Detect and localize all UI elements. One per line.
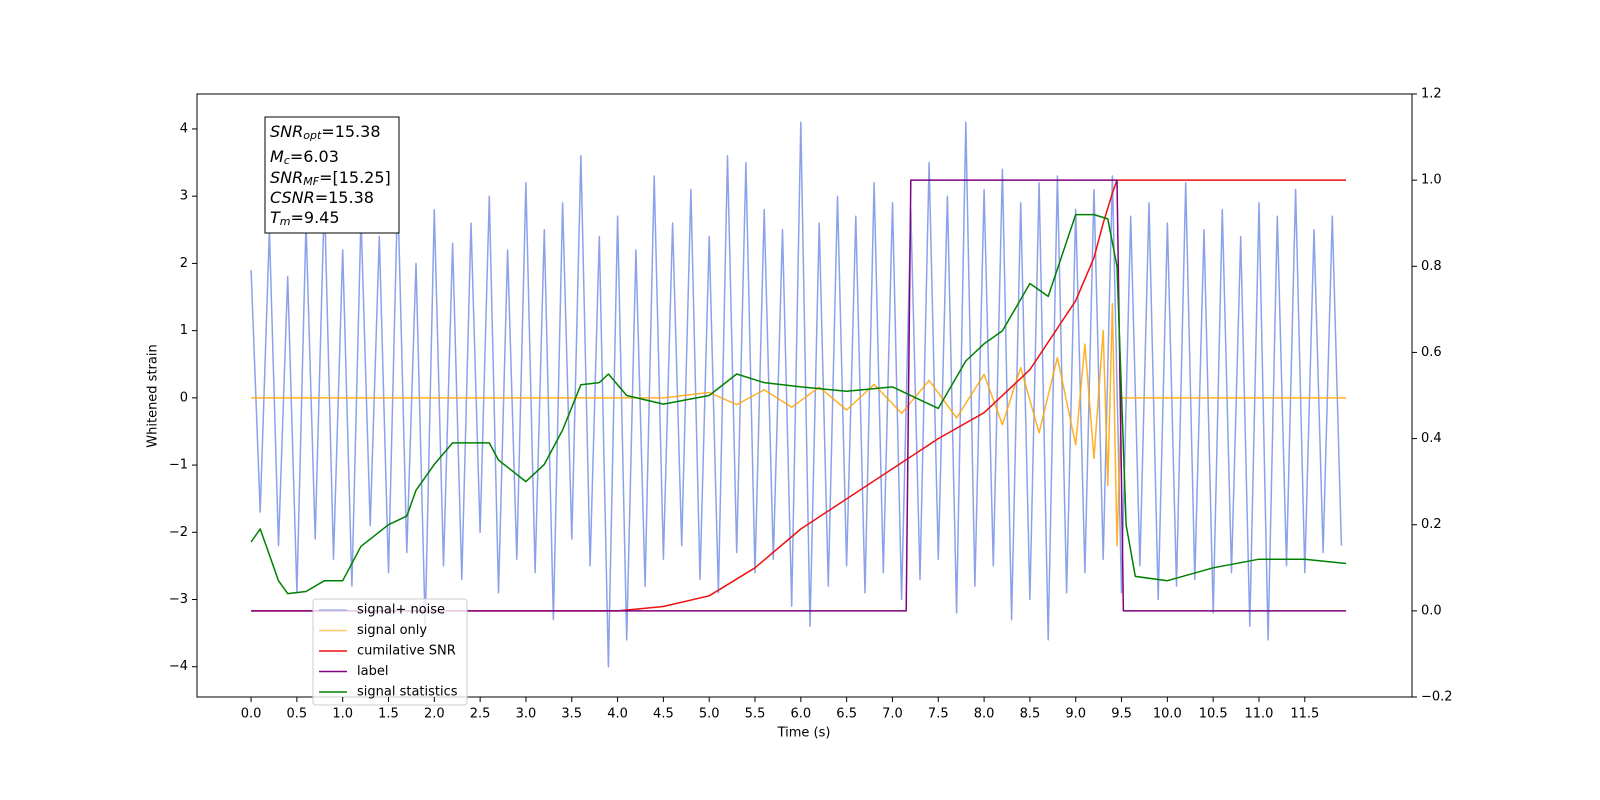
x-tick-label: 11.0: [1245, 707, 1274, 722]
y2-tick-label: 0.4: [1421, 431, 1442, 446]
annotation: SNRopt=15.38Mc=6.03SNRMF=[15.25]CSNR=15.…: [264, 116, 400, 234]
annotation-line: SNRopt=15.38: [270, 122, 381, 143]
x-tick-label: 9.0: [1065, 707, 1086, 722]
y-axis-label: Whitened strain: [146, 344, 161, 447]
x-tick-label: 0.0: [241, 707, 262, 722]
y-tick-label: −4: [169, 659, 188, 674]
y2-tick-label: 0.2: [1421, 517, 1442, 532]
annotation-symbol: M: [270, 147, 284, 166]
x-tick-label: 8.5: [1020, 707, 1041, 722]
x-tick-label: 2.0: [424, 707, 445, 722]
y-tick-label: 3: [180, 189, 188, 204]
x-tick-label: 1.0: [332, 707, 353, 722]
y2-tick-label: 1.2: [1421, 87, 1442, 102]
annotation-subscript: c: [284, 154, 290, 167]
annotation-value: =15.38: [315, 188, 374, 207]
y2-tick-label: −0.2: [1421, 690, 1453, 705]
series-line: [250, 213, 1347, 595]
x-tick-label: 9.5: [1111, 707, 1132, 722]
annotation-value: =9.45: [291, 208, 340, 227]
annotation-subscript: opt: [303, 129, 322, 142]
x-tick-label: 6.5: [836, 707, 857, 722]
y-tick-label: −1: [169, 458, 188, 473]
y2-tick-label: 0.0: [1421, 603, 1442, 618]
y-tick-label: 1: [180, 323, 188, 338]
annotation-symbol: SNR: [270, 168, 303, 187]
legend-label: signal+ noise: [357, 603, 445, 618]
y2-tick-label: 0.8: [1421, 259, 1442, 274]
legend-label: signal statistics: [357, 685, 458, 700]
x-tick-label: 3.0: [516, 707, 537, 722]
annotation-value: =6.03: [290, 147, 339, 166]
y2-tick-label: 0.6: [1421, 345, 1442, 360]
x-tick-label: 0.5: [287, 707, 308, 722]
x-tick-label: 7.5: [928, 707, 949, 722]
axes-frame: [196, 93, 1413, 698]
annotation-symbol: SNR: [270, 122, 303, 141]
y-tick-label: 0: [180, 390, 188, 405]
series-line: [250, 121, 1343, 668]
legend-label: label: [357, 664, 388, 679]
x-tick-label: 1.5: [378, 707, 399, 722]
x-tick-label: 5.5: [745, 707, 766, 722]
annotation-line: SNRMF=[15.25]: [270, 168, 391, 189]
annotation-symbol: T: [270, 208, 281, 227]
y2-tick-label: 1.0: [1421, 173, 1442, 188]
x-tick-label: 6.0: [790, 707, 811, 722]
x-tick-label: 4.5: [653, 707, 674, 722]
y-tick-label: 4: [180, 121, 188, 136]
annotation-subscript: m: [280, 215, 291, 228]
x-tick-label: 11.5: [1290, 707, 1319, 722]
annotation-symbol: CSNR: [270, 188, 315, 207]
plot: [250, 121, 1347, 668]
annotation-line: CSNR=15.38: [270, 188, 374, 207]
legend-label: cumilative SNR: [357, 644, 456, 659]
legend-label: signal only: [357, 623, 427, 638]
x-tick-label: 2.5: [470, 707, 491, 722]
legend-box: [312, 598, 468, 706]
x-tick-label: 10.5: [1199, 707, 1228, 722]
series-line: [251, 179, 1346, 612]
x-tick-label: 8.0: [974, 707, 995, 722]
x-tick-label: 3.5: [561, 707, 582, 722]
y-tick-label: −2: [169, 525, 188, 540]
annotation-subscript: MF: [303, 175, 319, 188]
annotation-value: =[15.25]: [319, 168, 391, 187]
annotation-box: [264, 116, 400, 234]
y-tick-label: −3: [169, 592, 188, 607]
x-tick-label: 5.0: [699, 707, 720, 722]
annotation-value: =15.38: [321, 122, 380, 141]
x-tick-label: 10.0: [1153, 707, 1182, 722]
series-line: [251, 302, 1346, 547]
x-axis-label: Time (s): [777, 726, 831, 741]
y-tick-label: 2: [180, 256, 188, 271]
annotation-line: Mc=6.03: [270, 147, 339, 168]
annotation-line: Tm=9.45: [270, 208, 340, 229]
x-tick-label: 7.0: [882, 707, 903, 722]
x-tick-label: 4.0: [607, 707, 628, 722]
series-line: [251, 179, 1346, 612]
legend: signal+ noise signal only cumilative SNR la…: [312, 598, 468, 706]
